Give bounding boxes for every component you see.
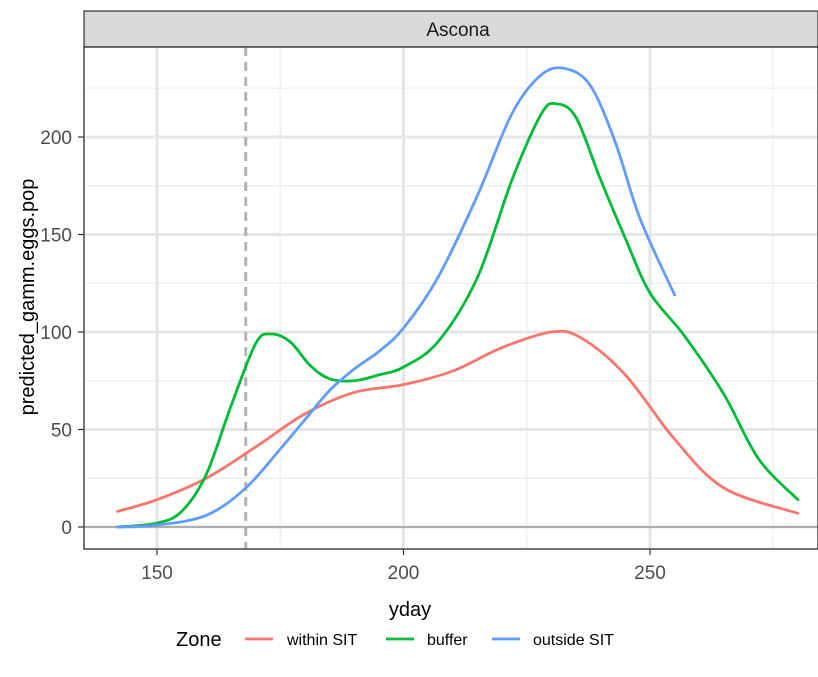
y-axis-title: predicted_gamm.eggs.pop: [17, 179, 39, 416]
facet-label: Ascona: [426, 20, 490, 41]
legend-label-outside-sit: outside SIT: [533, 632, 614, 649]
y-tick-label: 0: [61, 518, 72, 539]
plot-panel-border: [83, 46, 818, 550]
legend: Zone within SIT buffer outside SIT: [176, 629, 614, 651]
legend-title: Zone: [176, 629, 222, 651]
series-line-buffer: [116, 101, 800, 529]
x-tick-label: 150: [141, 563, 173, 584]
x-tick-label: 250: [634, 563, 666, 584]
y-tick-label: 200: [40, 128, 72, 149]
reference-lines: [84, 47, 818, 549]
series-line-outside-sit: [116, 66, 677, 529]
y-tick-label: 100: [40, 323, 72, 344]
series-lines: [116, 66, 800, 529]
facet-strip: [83, 10, 818, 48]
legend-label-within-sit: within SIT: [286, 632, 357, 649]
x-tick-label: 200: [388, 563, 420, 584]
axis-ticks: 150 200 250 0 50 100 150 200: [40, 128, 666, 584]
x-axis-title: yday: [389, 599, 431, 621]
plot-panel: [83, 46, 818, 550]
gridlines: [84, 47, 818, 549]
y-tick-label: 150: [40, 226, 72, 247]
legend-label-buffer: buffer: [427, 632, 468, 649]
y-tick-label: 50: [51, 421, 72, 442]
series-line-within-sit: [116, 329, 800, 515]
